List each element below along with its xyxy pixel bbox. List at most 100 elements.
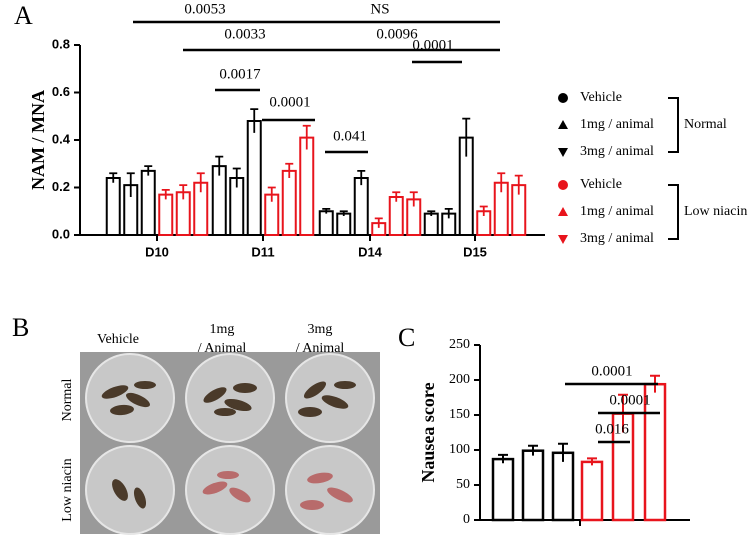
legend-label: 3mg / animal bbox=[580, 144, 654, 159]
bar bbox=[551, 451, 575, 522]
bar bbox=[211, 165, 227, 236]
legend-marker bbox=[558, 120, 568, 129]
legend-bracket bbox=[668, 184, 679, 240]
significance-label: 0.0001 bbox=[591, 363, 632, 379]
y-tick-label: 0.6 bbox=[52, 84, 70, 99]
error-bar bbox=[302, 124, 311, 150]
pellets bbox=[101, 381, 356, 509]
column-label: / Animal bbox=[198, 341, 247, 356]
legend-label: Vehicle bbox=[580, 90, 622, 105]
error-bar bbox=[109, 172, 118, 183]
bar bbox=[353, 177, 369, 236]
error-bar bbox=[587, 457, 597, 466]
y-tick-label: 0.4 bbox=[52, 131, 71, 146]
significance-label: 0.0001 bbox=[609, 392, 650, 408]
error-bar bbox=[528, 444, 538, 456]
y-tick-label: 100 bbox=[449, 442, 470, 457]
y-tick-label: 150 bbox=[449, 407, 470, 422]
bar bbox=[140, 169, 156, 236]
significance-label: 0.0001 bbox=[412, 37, 453, 53]
y-axis-label: Nausea score bbox=[418, 382, 438, 482]
significance-label: 0.0096 bbox=[376, 26, 418, 42]
significance-label: 0.0001 bbox=[269, 94, 310, 110]
row-label: Normal bbox=[60, 379, 75, 422]
bar bbox=[336, 212, 352, 236]
y-tick-label: 0 bbox=[463, 512, 470, 527]
significance-label: 0.0017 bbox=[219, 66, 261, 82]
bar bbox=[388, 196, 404, 236]
legend-label: Vehicle bbox=[580, 177, 622, 192]
y-tick-label: 0.2 bbox=[52, 179, 70, 194]
error-bar bbox=[285, 162, 294, 178]
legend-bracket bbox=[668, 97, 679, 153]
error-bar bbox=[339, 210, 348, 216]
error-bar bbox=[374, 217, 383, 228]
error-bar bbox=[497, 172, 506, 193]
legend-marker bbox=[558, 148, 568, 157]
column-label: Vehicle bbox=[97, 332, 139, 347]
bar bbox=[246, 120, 262, 236]
error-bar bbox=[427, 210, 436, 216]
row-label: Low niacin bbox=[60, 458, 75, 521]
error-bar bbox=[392, 191, 401, 202]
column-label: 1mg bbox=[210, 322, 235, 337]
bar bbox=[521, 449, 545, 522]
bar bbox=[158, 193, 174, 236]
x-tick-label: D11 bbox=[251, 244, 274, 259]
error-bar bbox=[250, 108, 259, 133]
error-bar bbox=[479, 205, 488, 216]
legend-group-label: Low niacin bbox=[684, 204, 747, 219]
y-tick-label: 0.0 bbox=[52, 226, 70, 241]
error-bar bbox=[357, 169, 366, 186]
photo bbox=[80, 352, 380, 535]
y-tick-label: 200 bbox=[449, 372, 470, 387]
error-bar bbox=[558, 442, 568, 462]
error-bar bbox=[144, 165, 153, 176]
error-bar bbox=[444, 207, 453, 219]
legend-label: 3mg / animal bbox=[580, 231, 654, 246]
y-tick-label: 50 bbox=[456, 477, 470, 492]
legend-marker bbox=[558, 180, 568, 190]
significance-label: NS bbox=[370, 1, 389, 17]
y-axis-label: NAM / MNA bbox=[28, 90, 48, 190]
error-bar bbox=[126, 172, 135, 197]
bar bbox=[299, 136, 315, 236]
error-bar bbox=[409, 191, 418, 207]
error-bar bbox=[322, 207, 331, 214]
error-bar bbox=[196, 172, 205, 193]
significance-label: 0.0033 bbox=[224, 26, 265, 42]
pink-pellets bbox=[202, 471, 353, 510]
error-bar bbox=[215, 155, 224, 176]
legend-marker bbox=[558, 93, 568, 103]
legend-label: 1mg / animal bbox=[580, 117, 654, 132]
bar bbox=[491, 457, 515, 522]
significance-label: 0.0053 bbox=[184, 1, 225, 17]
x-tick-label: D10 bbox=[145, 244, 169, 259]
error-bar bbox=[498, 453, 508, 464]
bar bbox=[423, 212, 439, 236]
error-bar bbox=[514, 174, 523, 195]
bar bbox=[105, 177, 121, 236]
error-bar bbox=[179, 184, 188, 200]
significance-label: 0.016 bbox=[595, 421, 629, 437]
significance-label: 0.041 bbox=[333, 128, 367, 144]
legend-label: 1mg / animal bbox=[580, 204, 654, 219]
panel-label: C bbox=[398, 323, 415, 352]
x-tick-label: D15 bbox=[463, 244, 487, 259]
panel-label: A bbox=[14, 1, 33, 30]
error-bar bbox=[462, 117, 471, 157]
error-bar bbox=[161, 188, 170, 200]
error-bar bbox=[267, 186, 276, 202]
bar bbox=[318, 210, 334, 236]
bar bbox=[580, 460, 604, 522]
error-bar bbox=[232, 167, 241, 188]
x-tick-label: D14 bbox=[358, 244, 383, 259]
legend-marker bbox=[558, 207, 568, 216]
y-tick-label: 250 bbox=[449, 337, 470, 352]
y-tick-label: 0.8 bbox=[52, 36, 70, 51]
legend-marker bbox=[558, 235, 568, 244]
panel-label: B bbox=[12, 313, 29, 342]
bar bbox=[281, 169, 297, 236]
column-label: / Animal bbox=[296, 341, 345, 356]
